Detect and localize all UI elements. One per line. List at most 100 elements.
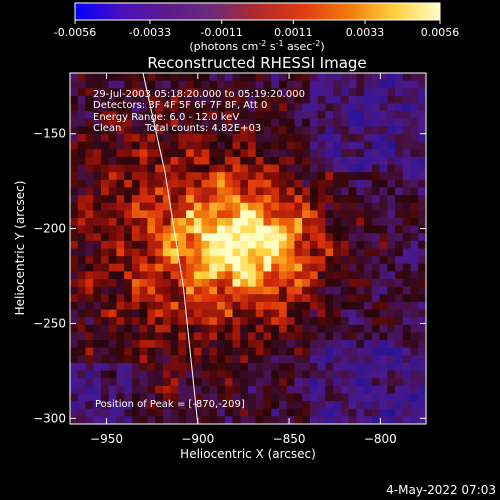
heatmap-cell [139,256,148,265]
heatmap-cell [224,240,234,250]
heatmap-cell [371,95,381,105]
heatmap-cell [147,317,156,326]
heatmap-cell [155,88,164,97]
heatmap-cell [70,126,79,135]
heatmap-cell [410,340,419,349]
heatmap-cell [402,301,412,311]
heatmap-cell [387,347,396,356]
heatmap-cell [410,95,419,105]
heatmap-cell [348,156,357,166]
heatmap-cell [271,385,280,395]
heatmap-cell [131,263,141,272]
heatmap-cell [371,126,381,135]
heatmap-cell [232,95,241,105]
heatmap-cell [116,317,125,326]
heatmap-cell [193,111,203,120]
heatmap-cell [255,408,265,417]
heatmap-cell [278,195,288,204]
heatmap-cell [70,416,79,424]
heatmap-cell [155,408,164,417]
heatmap-cell [410,103,419,112]
heatmap-cell [356,355,365,364]
heatmap-cell [395,95,404,105]
heatmap-cell [333,240,342,250]
heatmap-cell [325,141,334,150]
heatmap-cell [124,172,133,181]
heatmap-cell [286,378,296,387]
heatmap-cell [263,164,272,173]
heatmap-cell [131,149,141,158]
heatmap-cell [147,187,156,196]
heatmap-cell [309,80,319,89]
heatmap-cell [93,340,102,349]
heatmap-cell [116,73,125,82]
heatmap-cell [278,401,288,410]
heatmap-cell [93,95,102,105]
heatmap-cell [224,378,234,387]
heatmap-cell [371,149,381,158]
heatmap-cell [108,317,118,326]
heatmap-cell [178,164,187,173]
heatmap-cell [85,378,94,387]
heatmap-cell [100,95,110,105]
heatmap-cell [309,187,319,196]
heatmap-cell [224,294,234,303]
heatmap-cell [193,88,203,97]
heatmap-cell [162,416,172,424]
heatmap-cell [240,279,249,288]
heatmap-cell [371,141,381,150]
heatmap-cell [240,225,249,234]
heatmap-cell [131,370,141,379]
plot-frame [69,72,427,425]
heatmap-cell [77,340,87,349]
heatmap-cell [93,408,102,417]
x-tick-label: −800 [364,432,397,446]
heatmap-cell [139,156,148,166]
heatmap-cell [162,256,172,265]
heatmap-cell [77,286,87,295]
heatmap-cell [340,256,350,265]
heatmap-cell [418,111,426,120]
heatmap-cell [248,164,257,173]
heatmap-cell [100,126,110,135]
heatmap-cell [248,73,257,82]
heatmap-cell [271,271,280,280]
heatmap-cell [240,149,249,158]
heatmap-cell [286,294,296,303]
heatmap-cell [294,141,303,150]
heatmap-cell [93,225,102,234]
heatmap-cell [379,73,388,82]
heatmap-cell [178,362,187,372]
heatmap-cell [85,179,94,189]
heatmap-cell [209,317,218,326]
heatmap-cell [201,355,210,364]
heatmap-cell [286,332,296,341]
heatmap-cell [131,378,141,387]
heatmap-cell [263,294,272,303]
heatmap-cell [224,118,234,128]
heatmap-cell [93,324,102,334]
heatmap-cell [371,362,381,372]
heatmap-cell [410,286,419,295]
heatmap-cell [418,401,426,410]
heatmap-cell [139,172,148,181]
heatmap-cell [302,103,311,112]
heatmap-cell [248,217,257,227]
heatmap-cell [155,164,164,173]
heatmap-cell [418,340,426,349]
heatmap-cell [364,172,373,181]
heatmap-cell [248,233,257,242]
heatmap-cell [240,95,249,105]
heatmap-cell [371,217,381,227]
heatmap-cell [309,141,319,150]
heatmap-cell [402,126,412,135]
heatmap-cell [209,217,218,227]
heatmap-cell [333,172,342,181]
heatmap-cell [170,378,179,387]
heatmap-cell [108,355,118,364]
heatmap-cell [271,248,280,257]
heatmap-cell [201,263,210,272]
heatmap-cell [286,370,296,379]
heatmap-cell [170,164,179,173]
heatmap-cell [217,88,226,97]
